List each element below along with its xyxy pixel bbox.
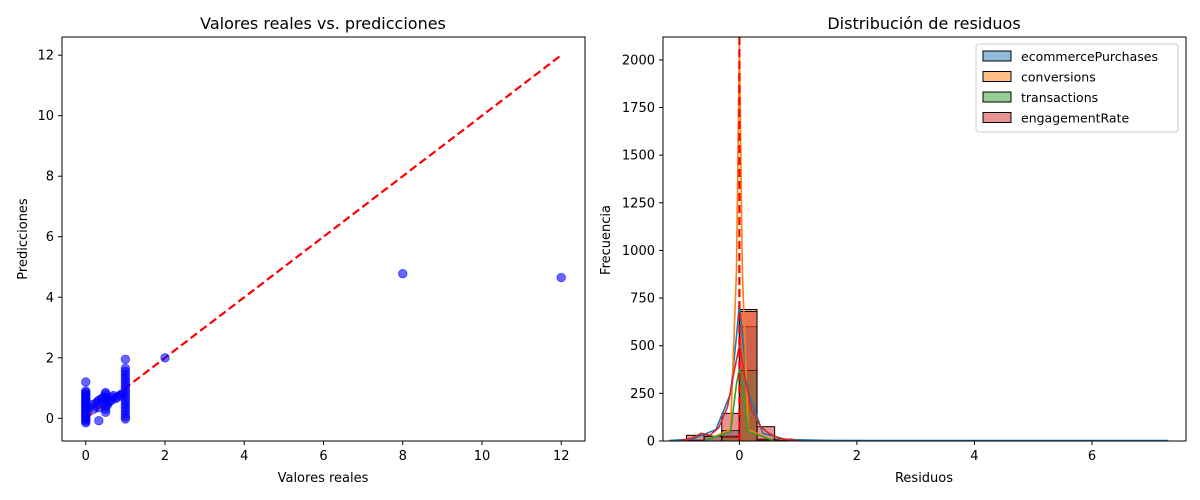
y-tick-label: 1250 <box>622 196 655 211</box>
scatter-point <box>81 377 91 387</box>
x-tick-label: 10 <box>474 449 491 464</box>
y-tick-label: 500 <box>630 339 655 354</box>
histogram-legend: ecommercePurchases conversions transaction… <box>975 43 1179 133</box>
scatter-point <box>120 354 131 364</box>
histogram-axes-frame <box>662 36 1187 442</box>
y-tick-label: 1000 <box>622 244 655 259</box>
legend-label: conversions <box>1021 70 1096 85</box>
legend-swatch <box>982 71 1012 82</box>
scatter-point <box>398 268 408 279</box>
scatter-panel: Valores reales vs. predicciones 0 2 4 6 8 10 1… <box>16 14 586 486</box>
legend-box <box>975 43 1179 133</box>
scatter-point <box>94 416 104 426</box>
y-tick-label: 2000 <box>622 53 655 68</box>
y-tick-label: 12 <box>37 49 54 64</box>
y-tick-label: 2 <box>46 351 54 366</box>
y-tick-label: 250 <box>630 387 655 402</box>
y-tick-label: 0 <box>647 435 655 450</box>
legend-label: engagementRate <box>1021 111 1129 126</box>
scatter-title: Valores reales vs. predicciones <box>200 14 446 33</box>
y-tick-label: 1500 <box>622 149 655 164</box>
x-tick-label: 2 <box>161 449 169 464</box>
histogram-title: Distribución de residuos <box>827 14 1020 33</box>
histogram-xlabel: Residuos <box>895 471 953 486</box>
scatter-point <box>120 363 131 374</box>
legend-label: ecommercePurchases <box>1021 49 1158 64</box>
y-tick-label: 4 <box>46 291 54 306</box>
histogram-panel: Distribución de residuos 0 2 4 6 0 250 500 750… <box>599 14 1187 486</box>
scatter-point <box>81 386 91 396</box>
y-tick-label: 8 <box>46 170 54 185</box>
histogram-ylabel: Frecuencia <box>599 205 614 275</box>
x-tick-label: 12 <box>553 449 570 464</box>
scatter-xlabel: Valores reales <box>278 471 369 486</box>
scatter-ylabel: Predicciones <box>16 198 31 280</box>
x-tick-label: 0 <box>735 449 743 464</box>
scatter-point <box>160 353 170 363</box>
x-tick-label: 4 <box>240 449 248 464</box>
scatter-point <box>100 387 111 398</box>
y-tick-label: 6 <box>46 230 54 245</box>
y-tick-label: 1750 <box>622 101 655 116</box>
y-tick-label: 750 <box>630 292 655 307</box>
x-tick-label: 6 <box>319 449 327 464</box>
x-tick-label: 4 <box>970 449 978 464</box>
legend-swatch <box>982 112 1012 123</box>
reference-line <box>85 54 562 420</box>
kde-line <box>680 345 799 442</box>
y-tick-label: 0 <box>46 412 54 427</box>
legend-swatch <box>982 50 1012 62</box>
x-tick-label: 6 <box>1088 449 1096 464</box>
x-tick-label: 0 <box>82 449 90 464</box>
scatter-point <box>556 272 566 283</box>
legend-swatch <box>982 91 1012 103</box>
y-tick-label: 10 <box>37 109 54 124</box>
x-tick-label: 8 <box>399 449 407 464</box>
x-tick-label: 2 <box>853 449 861 464</box>
legend-label: transactions <box>1021 90 1098 105</box>
